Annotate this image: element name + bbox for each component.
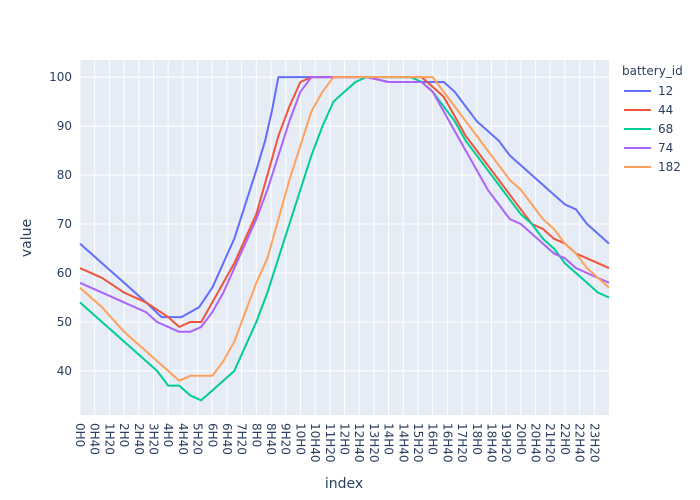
x-tick-label: 2H0 bbox=[117, 423, 131, 447]
x-tick-label: 10H0 bbox=[293, 423, 307, 455]
x-tick-label: 15H20 bbox=[411, 423, 425, 463]
y-tick-label: 70 bbox=[57, 217, 72, 231]
x-tick-label: 6H0 bbox=[205, 423, 219, 447]
x-tick-label: 18H40 bbox=[484, 423, 498, 463]
y-tick-label: 50 bbox=[57, 315, 72, 329]
x-tick-label: 1H20 bbox=[102, 423, 116, 455]
x-tick-label: 14H0 bbox=[382, 423, 396, 455]
legend-label: 182 bbox=[658, 160, 681, 174]
x-tick-label: 18H0 bbox=[470, 423, 484, 455]
x-tick-label: 20H0 bbox=[514, 423, 528, 455]
x-tick-labels: 0H0 0H40 1H20 2H0 2H40 3H20 4H0 4H40 5H20 6H0 6H40… bbox=[73, 423, 601, 463]
y-tick-label: 40 bbox=[57, 364, 72, 378]
x-tick-label: 19H20 bbox=[499, 423, 513, 463]
y-tick-label: 60 bbox=[57, 266, 72, 280]
series-line-68 bbox=[79, 76, 610, 402]
legend-item-12[interactable]: 12 bbox=[624, 84, 673, 98]
y-tick-label: 100 bbox=[49, 70, 72, 84]
x-tick-label: 2H40 bbox=[132, 423, 146, 455]
x-tick-label: 3H20 bbox=[146, 423, 160, 455]
x-tick-label: 10H40 bbox=[308, 423, 322, 463]
y-tick-label: 80 bbox=[57, 168, 72, 182]
y-axis-title: value bbox=[19, 219, 35, 257]
legend-item-74[interactable]: 74 bbox=[624, 141, 673, 155]
legend-label: 74 bbox=[658, 141, 673, 155]
x-tick-label: 8H0 bbox=[249, 423, 263, 447]
legend-item-44[interactable]: 44 bbox=[624, 103, 673, 117]
x-tick-label: 22H0 bbox=[558, 423, 572, 455]
x-axis-title: index bbox=[325, 476, 363, 492]
y-tick-labels: 40 50 60 70 80 90 100 bbox=[49, 70, 72, 378]
x-tick-label: 16H40 bbox=[440, 423, 454, 463]
x-tick-label: 4H0 bbox=[161, 423, 175, 447]
x-tick-label: 17H20 bbox=[455, 423, 469, 463]
legend-item-68[interactable]: 68 bbox=[624, 122, 673, 136]
x-tick-label: 13H20 bbox=[367, 423, 381, 463]
x-tick-label: 12H0 bbox=[338, 423, 352, 455]
x-tick-label: 21H20 bbox=[543, 423, 557, 463]
legend-label: 44 bbox=[658, 103, 673, 117]
x-tick-label: 8H40 bbox=[264, 423, 278, 455]
x-tick-label: 22H40 bbox=[573, 423, 587, 463]
x-tick-label: 23H20 bbox=[587, 423, 601, 463]
x-tick-label: 7H20 bbox=[235, 423, 249, 455]
x-tick-label: 20H40 bbox=[529, 423, 543, 463]
series-lines bbox=[79, 76, 610, 402]
x-tick-label: 14H40 bbox=[396, 423, 410, 463]
y-tick-label: 90 bbox=[57, 119, 72, 133]
x-tick-label: 4H40 bbox=[176, 423, 190, 455]
legend-title: battery_id bbox=[622, 64, 683, 78]
x-tick-label: 6H40 bbox=[220, 423, 234, 455]
x-tick-label: 16H0 bbox=[426, 423, 440, 455]
x-tick-label: 12H40 bbox=[352, 423, 366, 463]
legend-label: 68 bbox=[658, 122, 673, 136]
legend[interactable]: 12 44 68 74 182 bbox=[624, 84, 681, 174]
legend-item-182[interactable]: 182 bbox=[624, 160, 681, 174]
series-line-182 bbox=[79, 76, 610, 382]
x-tick-label: 0H0 bbox=[73, 423, 87, 447]
x-tick-label: 0H40 bbox=[88, 423, 102, 455]
x-tick-label: 5H20 bbox=[191, 423, 205, 455]
x-tick-label: 9H20 bbox=[279, 423, 293, 455]
x-tick-label: 11H20 bbox=[323, 423, 337, 463]
legend-label: 12 bbox=[658, 84, 673, 98]
